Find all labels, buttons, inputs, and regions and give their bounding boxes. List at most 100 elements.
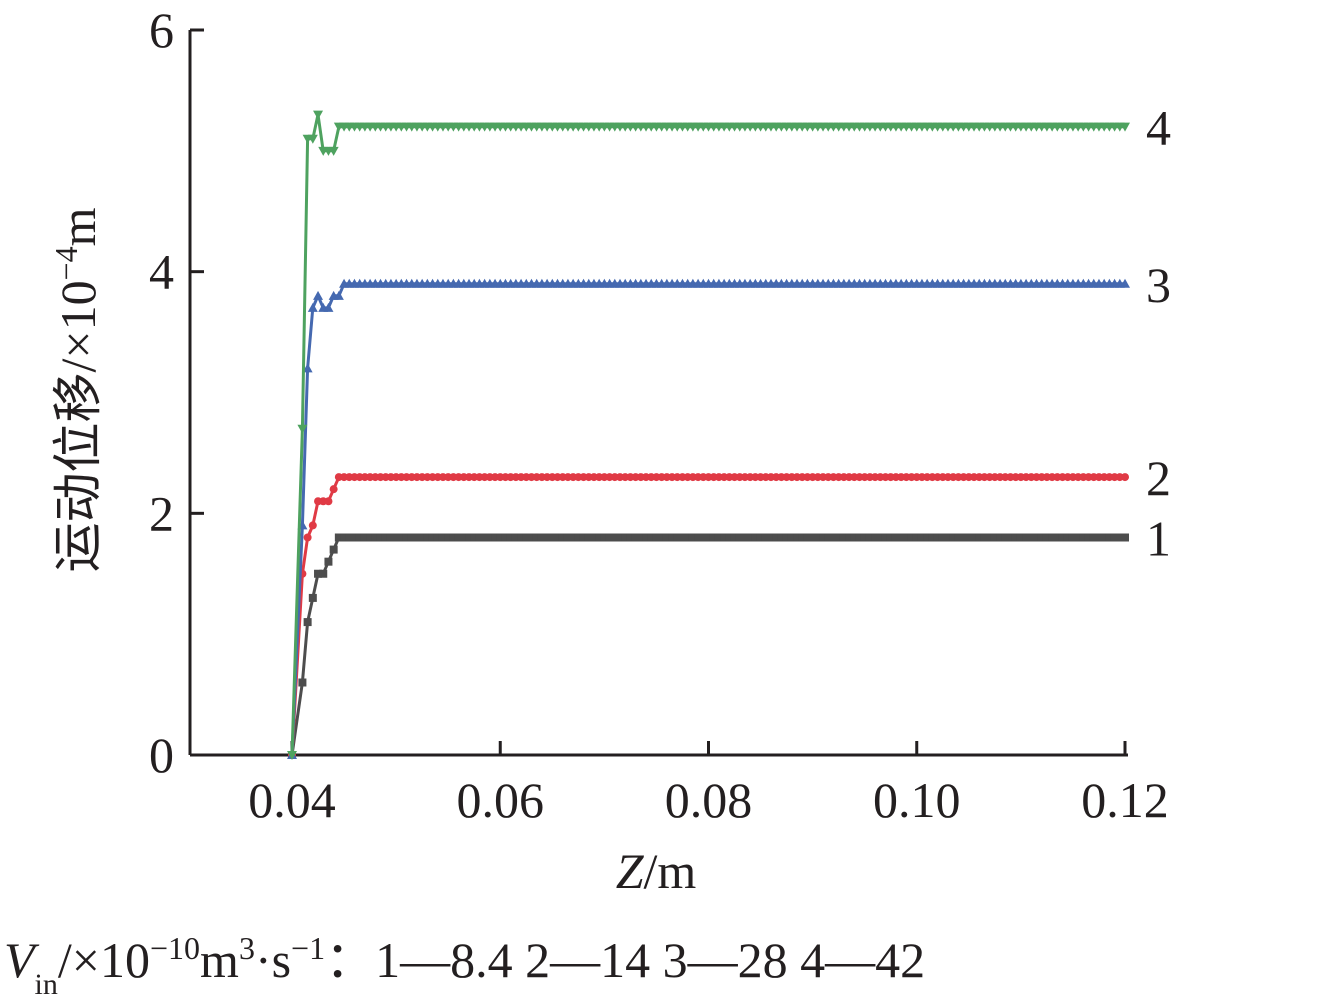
data-point-1 xyxy=(642,533,651,542)
data-point-2 xyxy=(329,485,338,494)
series-layer: 12 3 4 xyxy=(287,100,1171,760)
data-point-1 xyxy=(475,533,484,542)
data-point-1 xyxy=(996,533,1005,542)
data-point-3 xyxy=(333,290,344,300)
data-point-1 xyxy=(522,533,531,542)
data-point-1 xyxy=(1016,533,1025,542)
data-point-1 xyxy=(923,533,932,542)
data-point-1 xyxy=(621,533,630,542)
series-line-2 xyxy=(290,475,1125,756)
series-label-4: 4 xyxy=(1146,100,1171,156)
y-tick-label: 6 xyxy=(149,2,174,58)
data-point-1 xyxy=(324,557,333,566)
data-point-1 xyxy=(433,533,442,542)
data-point-4 xyxy=(307,134,318,144)
data-point-1 xyxy=(334,533,343,542)
series-2: 2 xyxy=(288,450,1171,759)
data-point-1 xyxy=(605,533,614,542)
data-point-1 xyxy=(438,533,447,542)
series-3: 3 xyxy=(287,257,1171,759)
y-tick-label: 0 xyxy=(149,727,174,783)
data-point-1 xyxy=(428,533,437,542)
data-point-1 xyxy=(845,533,854,542)
data-point-1 xyxy=(397,533,406,542)
data-point-2 xyxy=(1121,473,1129,482)
series-label-2: 2 xyxy=(1146,450,1171,506)
data-point-1 xyxy=(751,533,760,542)
data-point-2 xyxy=(303,533,312,542)
data-point-1 xyxy=(1022,533,1031,542)
data-point-1 xyxy=(985,533,994,542)
data-point-1 xyxy=(803,533,812,542)
data-point-1 xyxy=(657,533,666,542)
data-point-1 xyxy=(418,533,427,542)
data-point-1 xyxy=(824,533,833,542)
data-point-1 xyxy=(527,533,536,542)
data-point-1 xyxy=(1084,533,1093,542)
x-tick-label: 0.10 xyxy=(873,772,961,828)
data-point-1 xyxy=(777,533,786,542)
data-point-1 xyxy=(990,533,999,542)
data-point-1 xyxy=(496,533,505,542)
data-point-2 xyxy=(324,497,333,506)
data-point-1 xyxy=(454,533,463,542)
data-point-1 xyxy=(517,533,526,542)
data-point-1 xyxy=(1037,533,1046,542)
data-point-1 xyxy=(938,533,947,542)
data-point-1 xyxy=(595,533,604,542)
series-line-4 xyxy=(290,114,1125,756)
data-point-1 xyxy=(501,533,510,542)
data-point-1 xyxy=(1105,533,1114,542)
data-point-1 xyxy=(865,533,874,542)
data-point-1 xyxy=(891,533,900,542)
series-4: 4 xyxy=(287,100,1171,760)
data-point-1 xyxy=(631,533,640,542)
data-point-1 xyxy=(376,533,385,542)
data-point-1 xyxy=(688,533,697,542)
data-point-1 xyxy=(563,533,572,542)
data-point-1 xyxy=(298,678,307,687)
data-point-1 xyxy=(819,533,828,542)
data-point-4 xyxy=(1120,122,1130,132)
x-tick-label: 0.08 xyxy=(665,772,753,828)
data-point-1 xyxy=(964,533,973,542)
data-point-1 xyxy=(652,533,661,542)
data-point-1 xyxy=(532,533,541,542)
data-point-1 xyxy=(1042,533,1051,542)
data-point-1 xyxy=(933,533,942,542)
data-point-1 xyxy=(480,533,489,542)
data-point-1 xyxy=(543,533,552,542)
data-point-1 xyxy=(907,533,916,542)
data-point-1 xyxy=(392,533,401,542)
y-axis-title-exponent: −4 xyxy=(48,246,84,280)
data-point-1 xyxy=(1063,533,1072,542)
data-point-1 xyxy=(834,533,843,542)
data-point-1 xyxy=(355,533,364,542)
data-point-1 xyxy=(746,533,755,542)
data-point-1 xyxy=(553,533,562,542)
data-point-1 xyxy=(756,533,765,542)
data-point-1 xyxy=(1053,533,1062,542)
data-point-1 xyxy=(548,533,557,542)
series-1: 1 xyxy=(288,511,1171,759)
data-point-3 xyxy=(313,290,324,300)
data-point-1 xyxy=(574,533,583,542)
data-point-2 xyxy=(308,521,317,530)
data-point-1 xyxy=(740,533,749,542)
data-point-1 xyxy=(1100,533,1109,542)
data-point-1 xyxy=(615,533,624,542)
data-point-1 xyxy=(1121,533,1129,542)
data-point-1 xyxy=(1079,533,1088,542)
data-point-1 xyxy=(808,533,817,542)
data-point-3 xyxy=(323,302,334,312)
data-point-1 xyxy=(449,533,458,542)
data-point-1 xyxy=(1074,533,1083,542)
data-point-1 xyxy=(928,533,937,542)
data-point-1 xyxy=(319,569,328,578)
legend-note: Vin/×10−10m3·s−1：1—8.4 2—14 3—28 4—42 xyxy=(4,930,925,998)
data-point-1 xyxy=(855,533,864,542)
data-point-1 xyxy=(1001,533,1010,542)
data-point-1 xyxy=(714,533,723,542)
data-point-1 xyxy=(766,533,775,542)
